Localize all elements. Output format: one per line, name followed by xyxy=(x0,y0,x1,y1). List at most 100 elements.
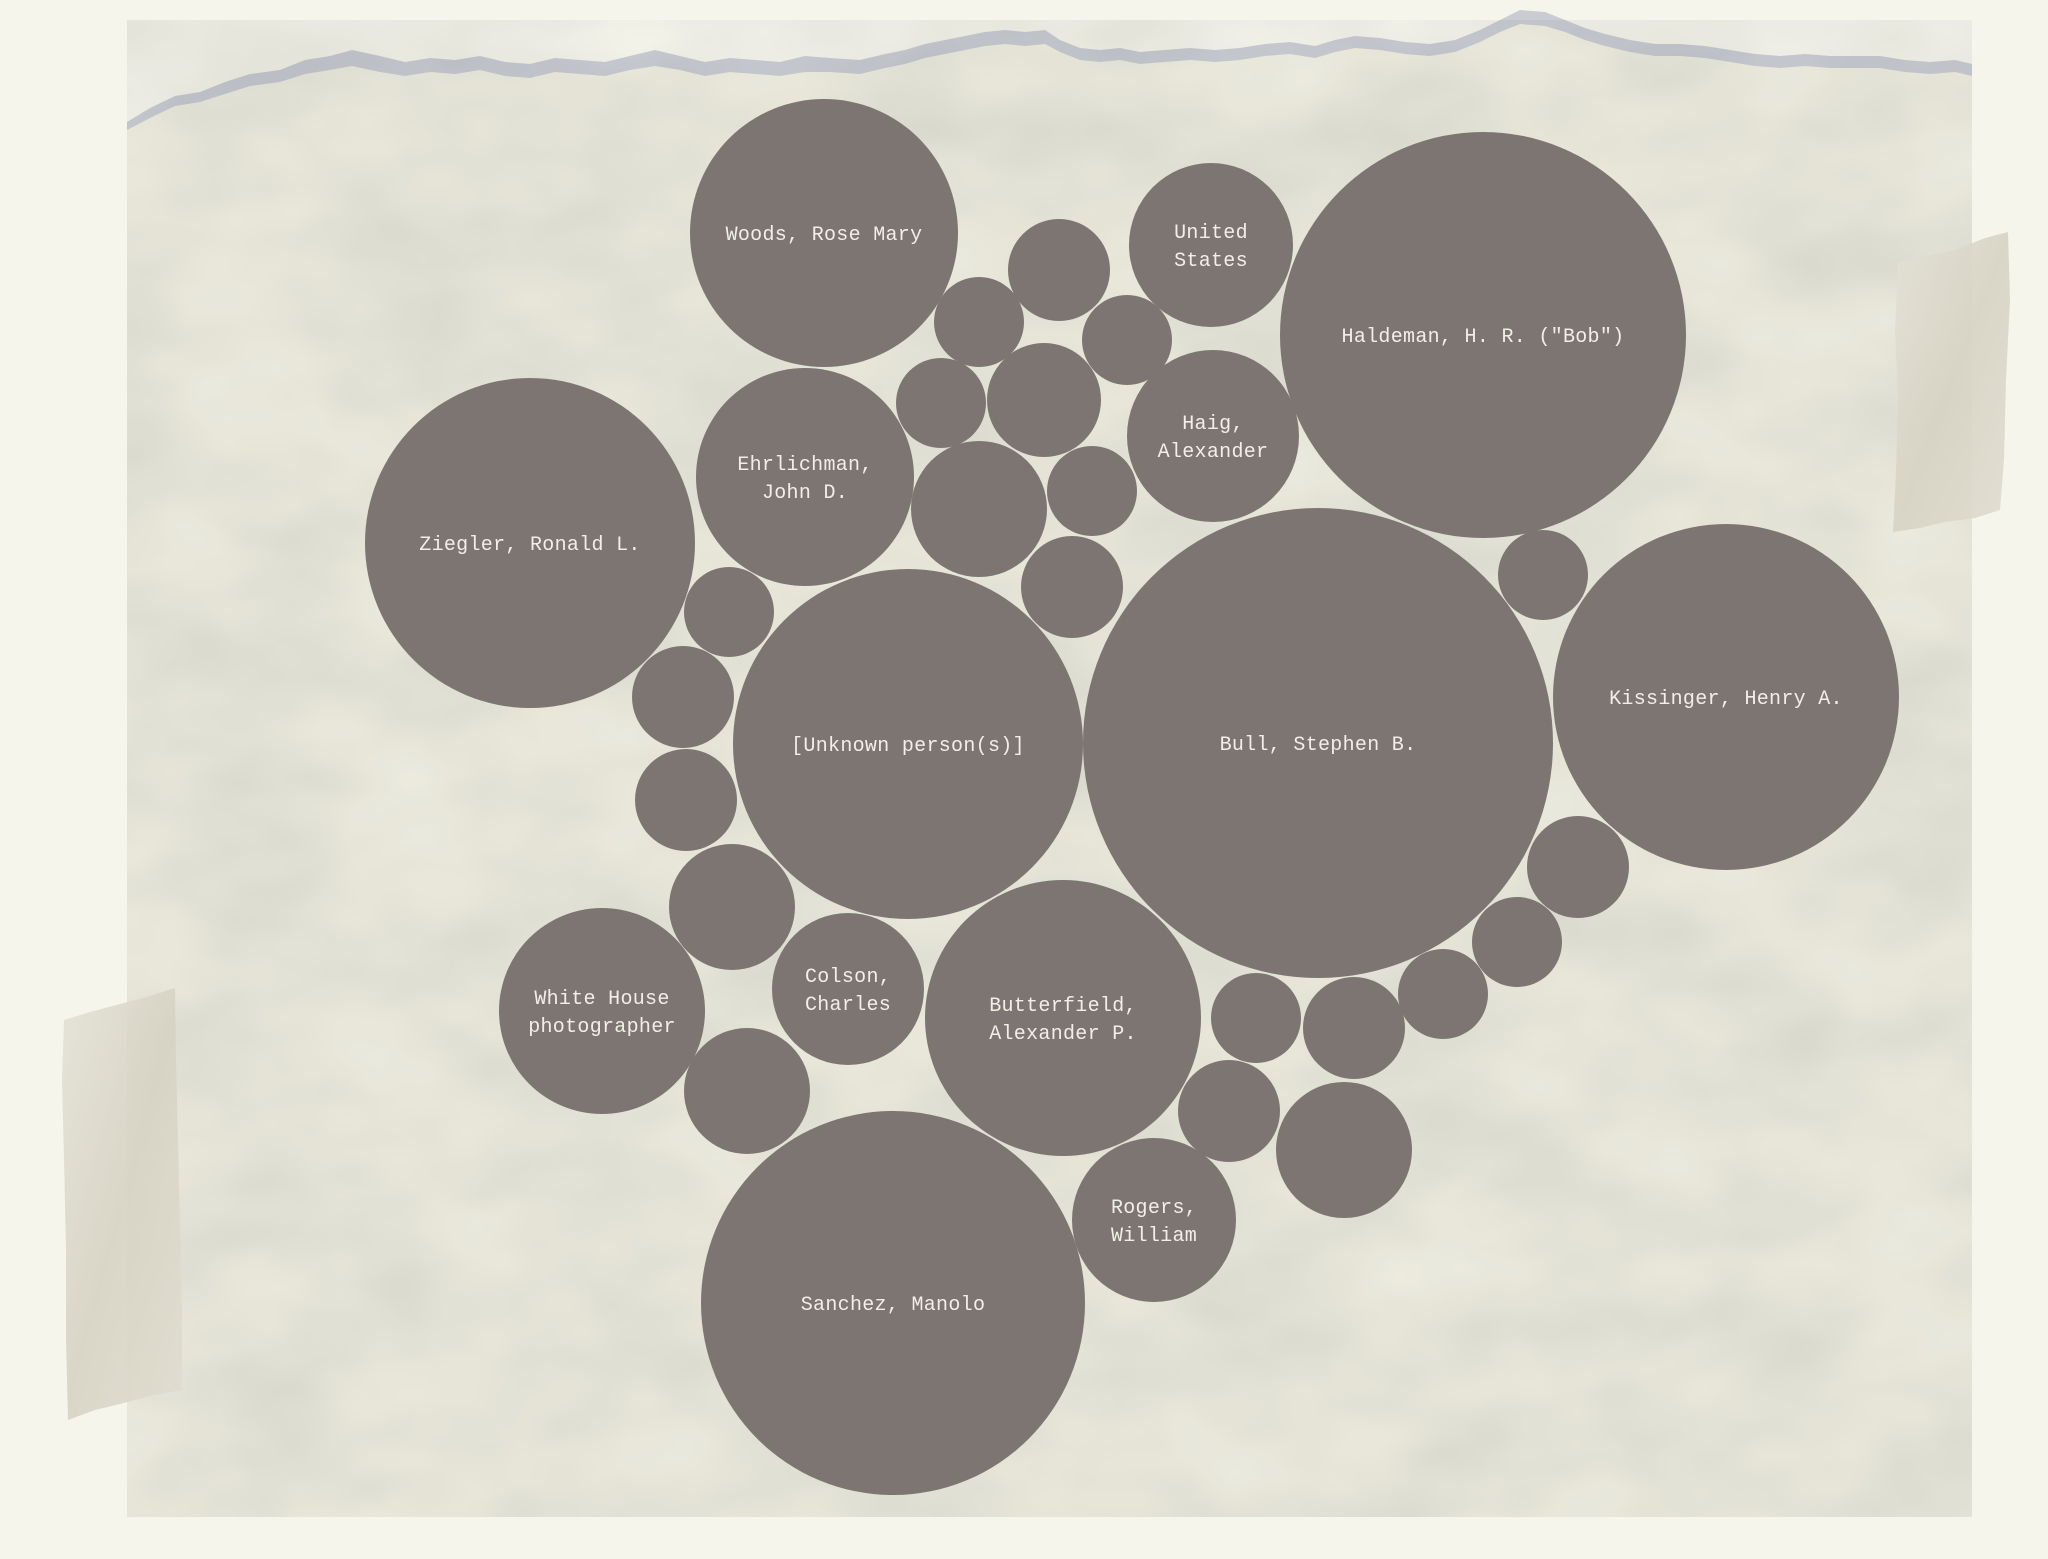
bubble-small-3[interactable] xyxy=(1082,295,1172,385)
bubble-circle[interactable] xyxy=(1211,973,1301,1063)
bubble-circle[interactable] xyxy=(684,567,774,657)
bubble-circle[interactable] xyxy=(1021,536,1123,638)
bubble-unknown[interactable]: [Unknown person(s)] xyxy=(733,569,1083,919)
bubble-circle[interactable] xyxy=(1276,1082,1412,1218)
bubble-label-line: [Unknown person(s)] xyxy=(791,735,1025,758)
bubble-small-9[interactable] xyxy=(1021,536,1123,638)
bubble-small-14[interactable] xyxy=(1527,816,1629,918)
bubble-small-11[interactable] xyxy=(632,646,734,748)
bubble-circle[interactable] xyxy=(669,844,795,970)
bubble-circle[interactable] xyxy=(1303,977,1405,1079)
bubble-label-line: photographer xyxy=(528,1016,676,1039)
bubble-label: [Unknown person(s)] xyxy=(791,735,1025,758)
bubble-small-1[interactable] xyxy=(1008,219,1110,321)
bubble-butterfield[interactable]: Butterfield, Alexander P. xyxy=(925,880,1201,1156)
bubble-haig[interactable]: Haig, Alexander xyxy=(1127,350,1299,522)
bubble-label: Bull, Stephen B. xyxy=(1220,734,1417,757)
bubble-label-line: Haldeman, H. R. ("Bob") xyxy=(1342,326,1625,349)
bubble-circle[interactable] xyxy=(1472,897,1562,987)
bubble-bull[interactable]: Bull, Stephen B. xyxy=(1083,508,1553,978)
bubble-circle[interactable] xyxy=(701,1111,1085,1495)
bubble-circle[interactable] xyxy=(690,99,958,367)
bubble-small-16[interactable] xyxy=(1398,949,1488,1039)
bubble-circle[interactable] xyxy=(1178,1060,1280,1162)
bubble-woods[interactable]: Woods, Rose Mary xyxy=(690,99,958,367)
bubble-circle[interactable] xyxy=(896,358,986,448)
bubble-united-states[interactable]: United States xyxy=(1129,163,1293,327)
bubble-rogers[interactable]: Rogers, William xyxy=(1072,1138,1236,1302)
bubble-circle[interactable] xyxy=(635,749,737,851)
bubble-small-5[interactable] xyxy=(987,343,1101,457)
bubble-circle[interactable] xyxy=(1527,816,1629,918)
bubble-label-line: Sanchez, Manolo xyxy=(801,1294,986,1317)
bubble-circle[interactable] xyxy=(365,378,695,708)
bubble-circle[interactable] xyxy=(1083,508,1553,978)
bubble-circle[interactable] xyxy=(632,646,734,748)
bubble-label: Kissinger, Henry A. xyxy=(1609,688,1843,711)
bubble-circle[interactable] xyxy=(1127,350,1299,522)
bubble-small-4[interactable] xyxy=(896,358,986,448)
bubble-small-10[interactable] xyxy=(1498,530,1588,620)
bubble-ehrlichman[interactable]: Ehrlichman, John D. xyxy=(696,368,914,586)
bubble-small-7[interactable] xyxy=(1047,446,1137,536)
bubble-circle[interactable] xyxy=(934,277,1024,367)
bubble-sanchez[interactable]: Sanchez, Manolo xyxy=(701,1111,1085,1495)
bubble-circle[interactable] xyxy=(1398,949,1488,1039)
tape-right xyxy=(1893,232,2010,532)
bubble-circle[interactable] xyxy=(1129,163,1293,327)
bubble-label: United States xyxy=(1174,222,1248,273)
bubble-label-line: White House xyxy=(534,988,669,1011)
bubble-small-15[interactable] xyxy=(1472,897,1562,987)
bubble-colson[interactable]: Colson, Charles xyxy=(772,913,924,1065)
bubble-kissinger[interactable]: Kissinger, Henry A. xyxy=(1553,524,1899,870)
bubble-label-line: Butterfield, xyxy=(989,995,1137,1018)
bubble-label: Sanchez, Manolo xyxy=(801,1294,986,1317)
bubble-circle[interactable] xyxy=(1553,524,1899,870)
bubble-label-line: Woods, Rose Mary xyxy=(726,224,923,247)
bubble-small-2[interactable] xyxy=(934,277,1024,367)
bubble-label: Rogers, William xyxy=(1111,1197,1197,1248)
bubble-circle[interactable] xyxy=(925,880,1201,1156)
bubble-label: Haldeman, H. R. ("Bob") xyxy=(1342,326,1625,349)
bubble-label-line: Bull, Stephen B. xyxy=(1220,734,1417,757)
bubble-ziegler[interactable]: Ziegler, Ronald L. xyxy=(365,378,695,708)
bubble-small-6[interactable] xyxy=(911,441,1047,577)
bubble-label-line: Ehrlichman, xyxy=(737,454,872,477)
bubble-circle[interactable] xyxy=(1280,132,1686,538)
bubble-small-17[interactable] xyxy=(1211,973,1301,1063)
bubble-label-line: Ziegler, Ronald L. xyxy=(419,534,640,557)
bubble-circle[interactable] xyxy=(987,343,1101,457)
bubble-circle[interactable] xyxy=(733,569,1083,919)
bubble-circle[interactable] xyxy=(1082,295,1172,385)
bubble-label: Ziegler, Ronald L. xyxy=(419,534,640,557)
tape-left xyxy=(62,988,182,1420)
bubble-circle[interactable] xyxy=(499,908,705,1114)
bubble-label: Woods, Rose Mary xyxy=(726,224,923,247)
bubble-circle[interactable] xyxy=(1498,530,1588,620)
bubble-label-line: Haig, xyxy=(1182,413,1244,436)
bubble-small-13[interactable] xyxy=(669,844,795,970)
bubble-circle[interactable] xyxy=(911,441,1047,577)
bubble-label-line: United xyxy=(1174,222,1248,245)
bubble-circle[interactable] xyxy=(772,913,924,1065)
bubble-label: Haig, Alexander xyxy=(1158,413,1269,464)
bubble-circle[interactable] xyxy=(696,368,914,586)
bubble-label-line: Kissinger, Henry A. xyxy=(1609,688,1843,711)
bubble-circle[interactable] xyxy=(1008,219,1110,321)
bubble-label: White House photographer xyxy=(528,988,676,1039)
bubble-circle[interactable] xyxy=(1047,446,1137,536)
bubble-small-18[interactable] xyxy=(1303,977,1405,1079)
bubble-label-line: John D. xyxy=(762,482,848,505)
bubble-label: Butterfield, Alexander P. xyxy=(989,995,1137,1046)
bubble-circle[interactable] xyxy=(684,1028,810,1154)
bubble-small-12[interactable] xyxy=(635,749,737,851)
bubble-haldeman[interactable]: Haldeman, H. R. ("Bob") xyxy=(1280,132,1686,538)
bubble-white-house-photographer[interactable]: White House photographer xyxy=(499,908,705,1114)
bubble-small-8[interactable] xyxy=(684,567,774,657)
bubble-circle[interactable] xyxy=(1072,1138,1236,1302)
bubble-small-19[interactable] xyxy=(684,1028,810,1154)
bubble-small-20[interactable] xyxy=(1178,1060,1280,1162)
bubble-label-line: Charles xyxy=(805,994,891,1017)
bubble-small-21[interactable] xyxy=(1276,1082,1412,1218)
